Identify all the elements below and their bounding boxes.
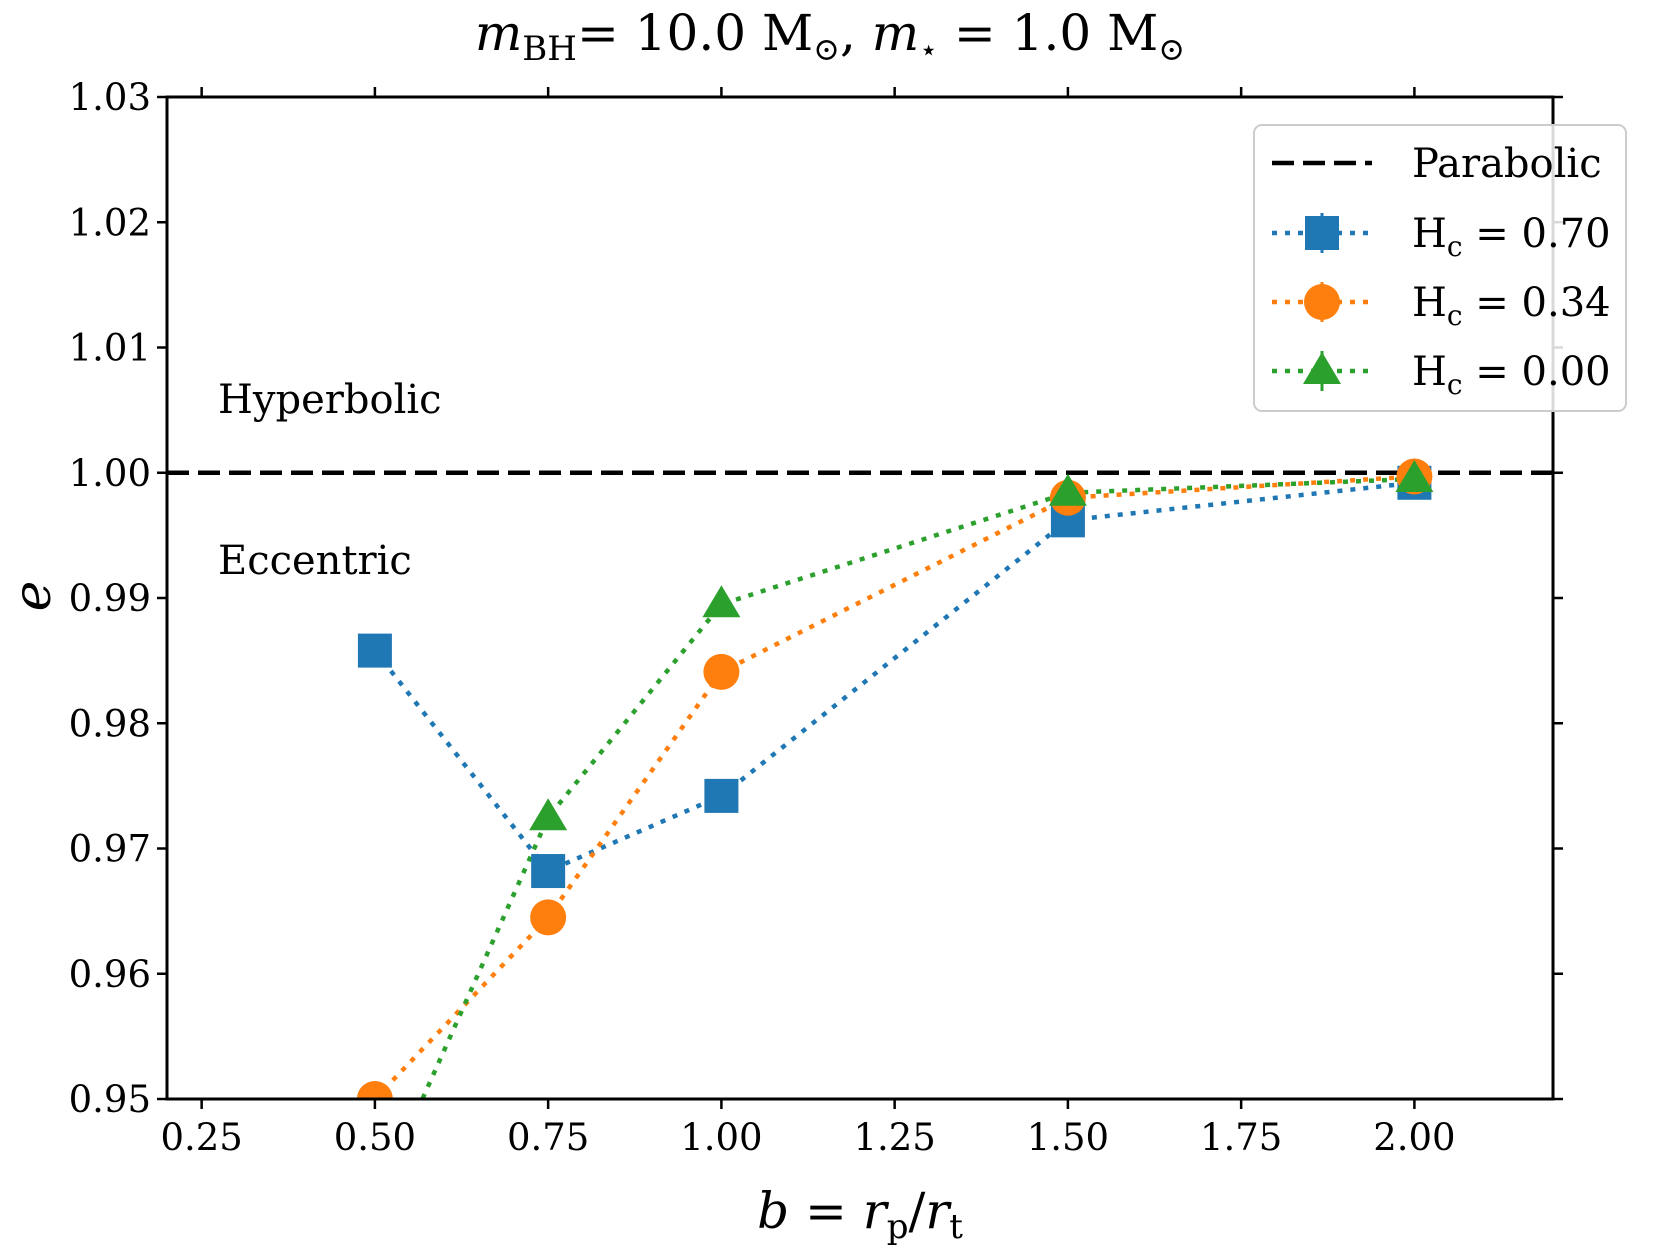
legend-label-hc-070: Hc = 0.70 (1412, 211, 1611, 263)
y-tick-label: 0.97 (69, 828, 151, 871)
x-axis-label: b = rp/rt (757, 1182, 963, 1246)
chart-title: mBH= 10.0 M⊙, m⋆ = 1.0 M⊙ (475, 4, 1185, 69)
legend-box (1253, 124, 1627, 412)
y-tick-label: 0.98 (69, 702, 151, 745)
legend-label-hc-000: Hc = 0.00 (1412, 349, 1611, 401)
annotation-hyperbolic: Hyperbolic (218, 377, 442, 423)
legend-marker-triangle (1303, 352, 1341, 384)
annotation-eccentric: Eccentric (218, 538, 412, 584)
x-tick-label: 1.25 (853, 1116, 935, 1159)
y-axis-label: e (3, 581, 63, 612)
data-point-circle (530, 899, 567, 936)
x-tick-label: 0.75 (507, 1116, 589, 1159)
y-tick-label: 0.96 (69, 953, 151, 996)
y-tick-label: 0.99 (69, 577, 151, 620)
data-point-triangle (1395, 460, 1434, 493)
series-line-1 (373, 474, 1415, 1099)
data-point-square (704, 778, 739, 813)
y-tick-label: 1.00 (69, 452, 151, 495)
series-line-0 (373, 480, 1415, 874)
y-tick-label: 1.03 (69, 76, 151, 119)
x-tick-label: 1.75 (1200, 1116, 1282, 1159)
x-tick-label: 2.00 (1373, 1116, 1455, 1159)
legend: Parabolic Hc = 0.70 Hc = 0.34 Hc = 0.00 (1253, 124, 1627, 412)
y-tick-label: 0.95 (69, 1078, 151, 1121)
data-point-triangle (1048, 473, 1087, 506)
legend-entry-hc-000: Hc = 0.00 (1272, 349, 1611, 401)
legend-entry-hc-070: Hc = 0.70 (1272, 211, 1611, 263)
data-point-circle (356, 1081, 393, 1099)
legend-label-parabolic: Parabolic (1412, 141, 1602, 187)
series-line-2 (419, 476, 1415, 1099)
legend-marker-square (1305, 216, 1339, 250)
x-tick-label: 0.50 (334, 1116, 416, 1159)
plot-frame (165, 95, 1555, 1101)
x-tick-label: 1.00 (680, 1116, 762, 1159)
x-tick-label: 0.25 (160, 1116, 242, 1159)
x-tick-label: 1.50 (1027, 1116, 1109, 1159)
legend-label-hc-034: Hc = 0.34 (1412, 280, 1611, 332)
data-point-triangle (702, 585, 741, 618)
legend-entry-hc-034: Hc = 0.34 (1272, 280, 1611, 332)
y-tick-label: 1.01 (69, 327, 151, 370)
axis-ticks: 0.25 0.50 0.75 1.00 1.25 1.50 1.75 2.00 0.95 0.96… (69, 76, 1563, 1159)
data-series (167, 458, 1553, 1218)
data-point-triangle (356, 1186, 394, 1218)
legend-marker-circle (1304, 284, 1340, 320)
data-point-triangle (529, 798, 568, 831)
data-point-square (357, 633, 392, 668)
y-tick-label: 1.02 (69, 201, 151, 244)
data-point-circle (703, 653, 740, 690)
data-point-square (531, 854, 566, 889)
